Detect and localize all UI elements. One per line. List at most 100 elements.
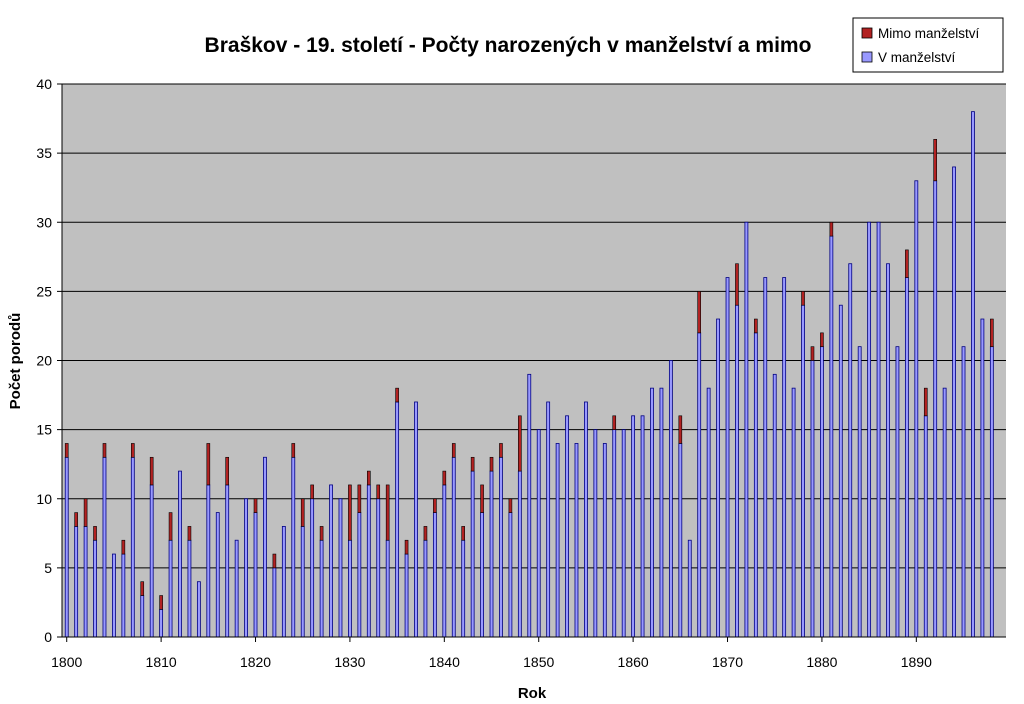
bar-in-marriage [423, 539, 428, 638]
bar-out-of-marriage [801, 291, 805, 306]
bar-in-marriage [470, 470, 475, 638]
bar-in-marriage [178, 470, 182, 638]
bar-in-marriage [442, 484, 447, 638]
bar-out-of-marriage [433, 498, 437, 513]
bar-in-marriage [112, 553, 116, 638]
bar-in-marriage [659, 387, 664, 638]
bar-in-marriage [168, 539, 173, 638]
bar-out-of-marriage [93, 526, 97, 541]
bar-in-marriage [923, 415, 928, 638]
bar-in-marriage [810, 360, 815, 638]
bar-in-marriage [584, 401, 588, 638]
bar-in-marriage [763, 277, 768, 638]
y-axis-title: Počet porodů [7, 313, 24, 410]
bar-in-marriage [716, 318, 720, 638]
x-axis-title: Rok [518, 685, 547, 702]
bar-out-of-marriage [376, 484, 381, 500]
bar-in-marriage [432, 512, 437, 638]
bar-out-of-marriage [451, 443, 456, 458]
bar-out-of-marriage [499, 443, 503, 458]
bar-out-of-marriage [140, 581, 145, 596]
bar-out-of-marriage [489, 456, 494, 472]
bar-out-of-marriage [300, 498, 305, 527]
bar-in-marriage [744, 221, 749, 638]
bar-in-marriage [631, 415, 636, 638]
bar-out-of-marriage [480, 484, 484, 513]
bar-in-marriage [83, 526, 88, 638]
bar-out-of-marriage [697, 291, 702, 334]
bar-in-marriage [527, 373, 532, 638]
x-tick-labels: 1800 1810 1820 1830 1840 1850 1860 1870 1880 1890 [51, 654, 932, 670]
bar-in-marriage [263, 456, 267, 638]
bar-in-marriage [234, 539, 239, 638]
bar-out-of-marriage [348, 484, 352, 541]
bar-out-of-marriage [225, 456, 229, 486]
bar-in-marriage [820, 346, 824, 638]
y-tick-label: 25 [36, 283, 52, 299]
bar-in-marriage [319, 539, 324, 638]
bar-out-of-marriage [385, 484, 390, 541]
bar-in-marriage [791, 387, 796, 638]
x-tick-label: 1890 [901, 654, 932, 670]
bar-out-of-marriage [121, 539, 126, 555]
axes [57, 83, 1006, 642]
bar-out-of-marriage [149, 456, 154, 486]
x-tick-label: 1820 [240, 654, 271, 670]
bar-in-marriage [574, 443, 579, 638]
bar-in-marriage [602, 443, 607, 638]
legend-swatch-out-of-marriage [861, 27, 873, 39]
bar-in-marriage [385, 539, 390, 638]
bar-in-marriage [489, 470, 494, 638]
bar-in-marriage [159, 608, 164, 638]
bar-in-marriage [536, 429, 541, 638]
x-tick-label: 1800 [51, 654, 82, 670]
bar-in-marriage [697, 332, 702, 638]
bar-out-of-marriage [754, 318, 758, 334]
bar-in-marriage [980, 318, 985, 638]
y-tick-label: 15 [36, 422, 52, 438]
bar-out-of-marriage [678, 415, 683, 444]
y-tick-labels: 0 5 10 15 20 25 30 35 40 [36, 76, 52, 645]
bar-in-marriage [414, 401, 418, 638]
bar-in-marriage [952, 166, 956, 638]
bar-out-of-marriage [74, 512, 78, 527]
bar-in-marriage [140, 595, 145, 638]
bar-out-of-marriage [253, 498, 258, 513]
bar-in-marriage [989, 346, 994, 638]
y-tick-label: 5 [44, 560, 52, 576]
bar-in-marriage [876, 221, 881, 638]
legend-box [852, 17, 1004, 73]
bars [64, 111, 994, 638]
bar-in-marriage [593, 429, 598, 638]
bar-in-marriage [376, 498, 381, 638]
bar-in-marriage [253, 512, 258, 638]
bar-in-marriage [517, 470, 522, 638]
bar-in-marriage [281, 526, 286, 638]
bar-in-marriage [225, 484, 230, 638]
bar-in-marriage [621, 429, 626, 638]
bar-out-of-marriage [518, 415, 522, 472]
bar-out-of-marriage [291, 443, 296, 458]
bar-in-marriage [366, 484, 371, 638]
bar-in-marriage [461, 539, 466, 638]
bar-in-marriage [338, 498, 343, 638]
bar-in-marriage [357, 512, 362, 638]
legend-label-out-of-marriage: Mimo manželství [878, 26, 980, 41]
bar-in-marriage [244, 498, 248, 638]
bar-out-of-marriage [508, 498, 513, 513]
y-tick-label: 30 [36, 214, 52, 230]
bar-in-marriage [725, 277, 730, 638]
bar-in-marriage [149, 484, 154, 638]
bar-in-marriage [480, 512, 484, 638]
bar-out-of-marriage [612, 415, 617, 430]
bar-out-of-marriage [829, 221, 834, 237]
bar-in-marriage [829, 235, 834, 638]
bar-out-of-marriage [319, 526, 324, 541]
bar-in-marriage [650, 387, 654, 638]
bar-in-marriage [668, 360, 673, 638]
bar-in-marriage [310, 498, 315, 638]
bar-out-of-marriage [735, 263, 739, 306]
bar-in-marriage [93, 539, 97, 638]
bar-in-marriage [546, 401, 551, 638]
